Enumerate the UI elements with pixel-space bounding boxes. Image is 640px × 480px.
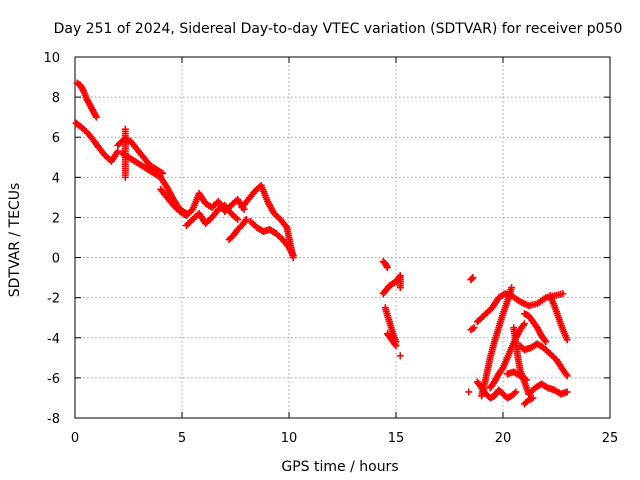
data-point [529,394,537,402]
y-axis-label: SDTVAR / TECUs [7,183,23,298]
data-point [391,340,399,348]
x-tick-label: 0 [71,431,79,446]
x-tick-label: 20 [495,431,512,446]
x-tick-label: 25 [602,431,619,446]
x-tick-label: 10 [281,431,298,446]
grid [75,57,610,418]
data-point [562,370,570,378]
x-axis-label: GPS time / hours [281,459,398,475]
plot-frame [74,56,611,419]
data-points [72,79,571,408]
data-point [523,376,531,384]
data-point [512,388,520,396]
data-point [563,388,571,396]
data-point [396,274,404,282]
data-point [242,215,250,223]
y-tick-label: -2 [47,292,60,307]
chart-title: Day 251 of 2024, Sidereal Day-to-day VTE… [54,21,623,37]
x-tick-label: 5 [178,431,186,446]
data-point [396,352,404,360]
y-tick-label: -4 [47,332,60,347]
data-point [121,125,129,133]
data-point [542,338,550,346]
data-point [469,274,477,282]
y-tick-label: 4 [52,171,60,186]
data-point [79,86,87,94]
data-point [559,290,567,298]
data-point [234,215,242,223]
data-point [563,372,571,380]
y-tick-label: 8 [52,91,60,106]
data-point [469,325,477,333]
tick-labels: 0 5 10 15 20 25 -8 -6 -4 -2 0 2 4 6 8 10 [43,51,618,446]
y-tick-label: 2 [52,211,60,226]
y-tick-label: 6 [52,131,60,146]
x-tick-label: 15 [388,431,405,446]
data-point [468,275,476,283]
data-point [470,324,478,332]
data-point [510,389,518,397]
axis-ticks [74,56,611,419]
y-tick-label: -6 [47,372,60,387]
data-point [498,365,506,373]
data-point [92,113,100,121]
data-point [520,320,528,328]
data-point [92,112,100,120]
data-point [541,336,549,344]
data-point [519,321,527,329]
y-tick-label: 0 [52,252,60,267]
data-point [383,264,391,272]
y-tick-label: -8 [47,412,60,427]
data-point [159,169,167,177]
data-point [465,388,473,396]
data-point [563,336,571,344]
data-point [508,284,516,292]
data-point [392,342,400,350]
data-point [289,254,297,262]
y-tick-label: 10 [43,51,60,66]
data-point [114,147,122,155]
